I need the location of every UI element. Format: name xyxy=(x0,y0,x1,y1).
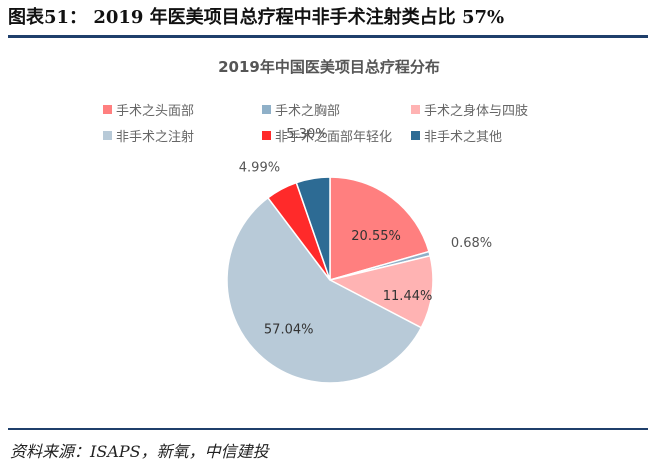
pie-slice-0 xyxy=(329,176,430,281)
bottom-divider xyxy=(8,428,648,430)
legend-swatch-2 xyxy=(411,105,420,114)
legend-swatch-3 xyxy=(103,131,112,140)
source-note: 资料来源：ISAPS，新氧，中信建投 xyxy=(10,442,269,461)
top-divider xyxy=(8,35,648,38)
legend-swatch-0 xyxy=(103,105,112,114)
pie-slice-3 xyxy=(226,196,423,384)
chart-title: 2019年中国医美项目总疗程分布 xyxy=(218,58,440,76)
pie-slices xyxy=(226,176,434,384)
legend-label-3: 非手术之注射 xyxy=(116,130,195,145)
legend-swatch-4 xyxy=(262,131,271,140)
legend-label-0: 手术之头面部 xyxy=(116,104,195,119)
legend-item-2: 手术之身体与四肢 xyxy=(411,100,528,119)
pie-slice-5 xyxy=(295,176,331,281)
legend-item-4: 非手术之面部年轻化 xyxy=(262,126,392,145)
pie-slice-2 xyxy=(327,254,434,329)
legend-item-0: 手术之头面部 xyxy=(103,100,194,119)
pie-labels: 20.55% 0.68% 11.44% 57.04% 4.99% 5.30% xyxy=(239,127,492,338)
legend-swatch-1 xyxy=(262,105,271,114)
pie-label-3: 57.04% xyxy=(264,323,314,338)
pie-label-0: 20.55% xyxy=(351,229,401,244)
legend-label-5: 非手术之其他 xyxy=(424,130,503,145)
pie-chart: 20.55% 0.68% 11.44% 57.04% 4.99% 5.30% xyxy=(226,127,492,384)
pie-label-1: 0.68% xyxy=(451,236,492,251)
legend-item-5: 非手术之其他 xyxy=(411,126,502,145)
legend-label-4: 非手术之面部年轻化 xyxy=(275,130,393,145)
pie-label-4: 4.99% xyxy=(239,160,280,175)
legend-item-3: 非手术之注射 xyxy=(103,126,194,145)
legend-label-2: 手术之身体与四肢 xyxy=(424,104,529,119)
figure-title: 图表51： 2019 年医美项目总疗程中非手术注射类占比 57% xyxy=(8,7,505,28)
legend-label-1: 手术之胸部 xyxy=(275,104,341,119)
chart-legend: 手术之头面部 手术之胸部 手术之身体与四肢 非手术之注射 非手术之面部年轻化 非… xyxy=(0,96,658,146)
legend-swatch-5 xyxy=(411,131,420,140)
pie-label-5: 5.30% xyxy=(286,127,327,142)
pie-label-2: 11.44% xyxy=(383,289,433,304)
legend-item-1: 手术之胸部 xyxy=(262,100,340,119)
